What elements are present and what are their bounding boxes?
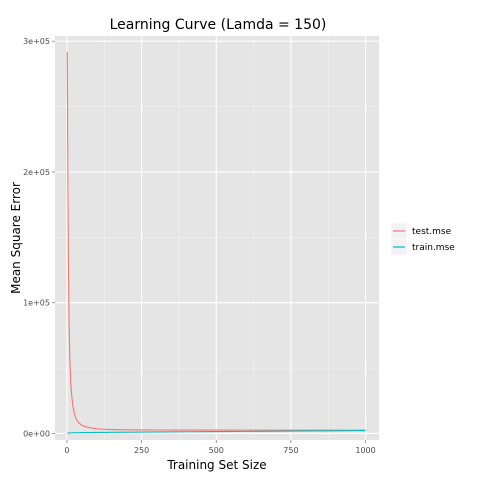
y-axis: 0e+00 1e+05 2e+05 3e+05 — [23, 37, 55, 438]
x-tick-label: 0 — [64, 446, 69, 455]
y-tick-label: 3e+05 — [23, 37, 50, 46]
y-tick-label: 0e+00 — [23, 429, 50, 438]
legend-label: test.mse — [412, 227, 452, 237]
x-tick-label: 750 — [283, 446, 298, 455]
x-axis-label: Training Set Size — [166, 458, 266, 472]
series-line-train-mse — [67, 430, 366, 434]
series-layer — [66, 51, 366, 434]
legend-label: train.mse — [412, 243, 455, 253]
y-tick-label: 2e+05 — [23, 168, 50, 177]
x-tick-label: 500 — [209, 446, 224, 455]
legend: test.mse train.mse — [390, 222, 455, 256]
plot-panel — [55, 36, 379, 440]
x-axis: 0 250 500 750 1000 — [64, 440, 376, 455]
y-tick-label: 1e+05 — [23, 299, 50, 308]
chart-title: Learning Curve (Lamda = 150) — [110, 17, 327, 33]
major-grid — [55, 36, 379, 440]
y-axis-label: Mean Square Error — [9, 182, 23, 294]
x-tick-label: 250 — [134, 446, 149, 455]
x-tick-label: 1000 — [355, 446, 375, 455]
series-line-test-mse — [66, 51, 366, 431]
minor-grid — [55, 36, 379, 440]
